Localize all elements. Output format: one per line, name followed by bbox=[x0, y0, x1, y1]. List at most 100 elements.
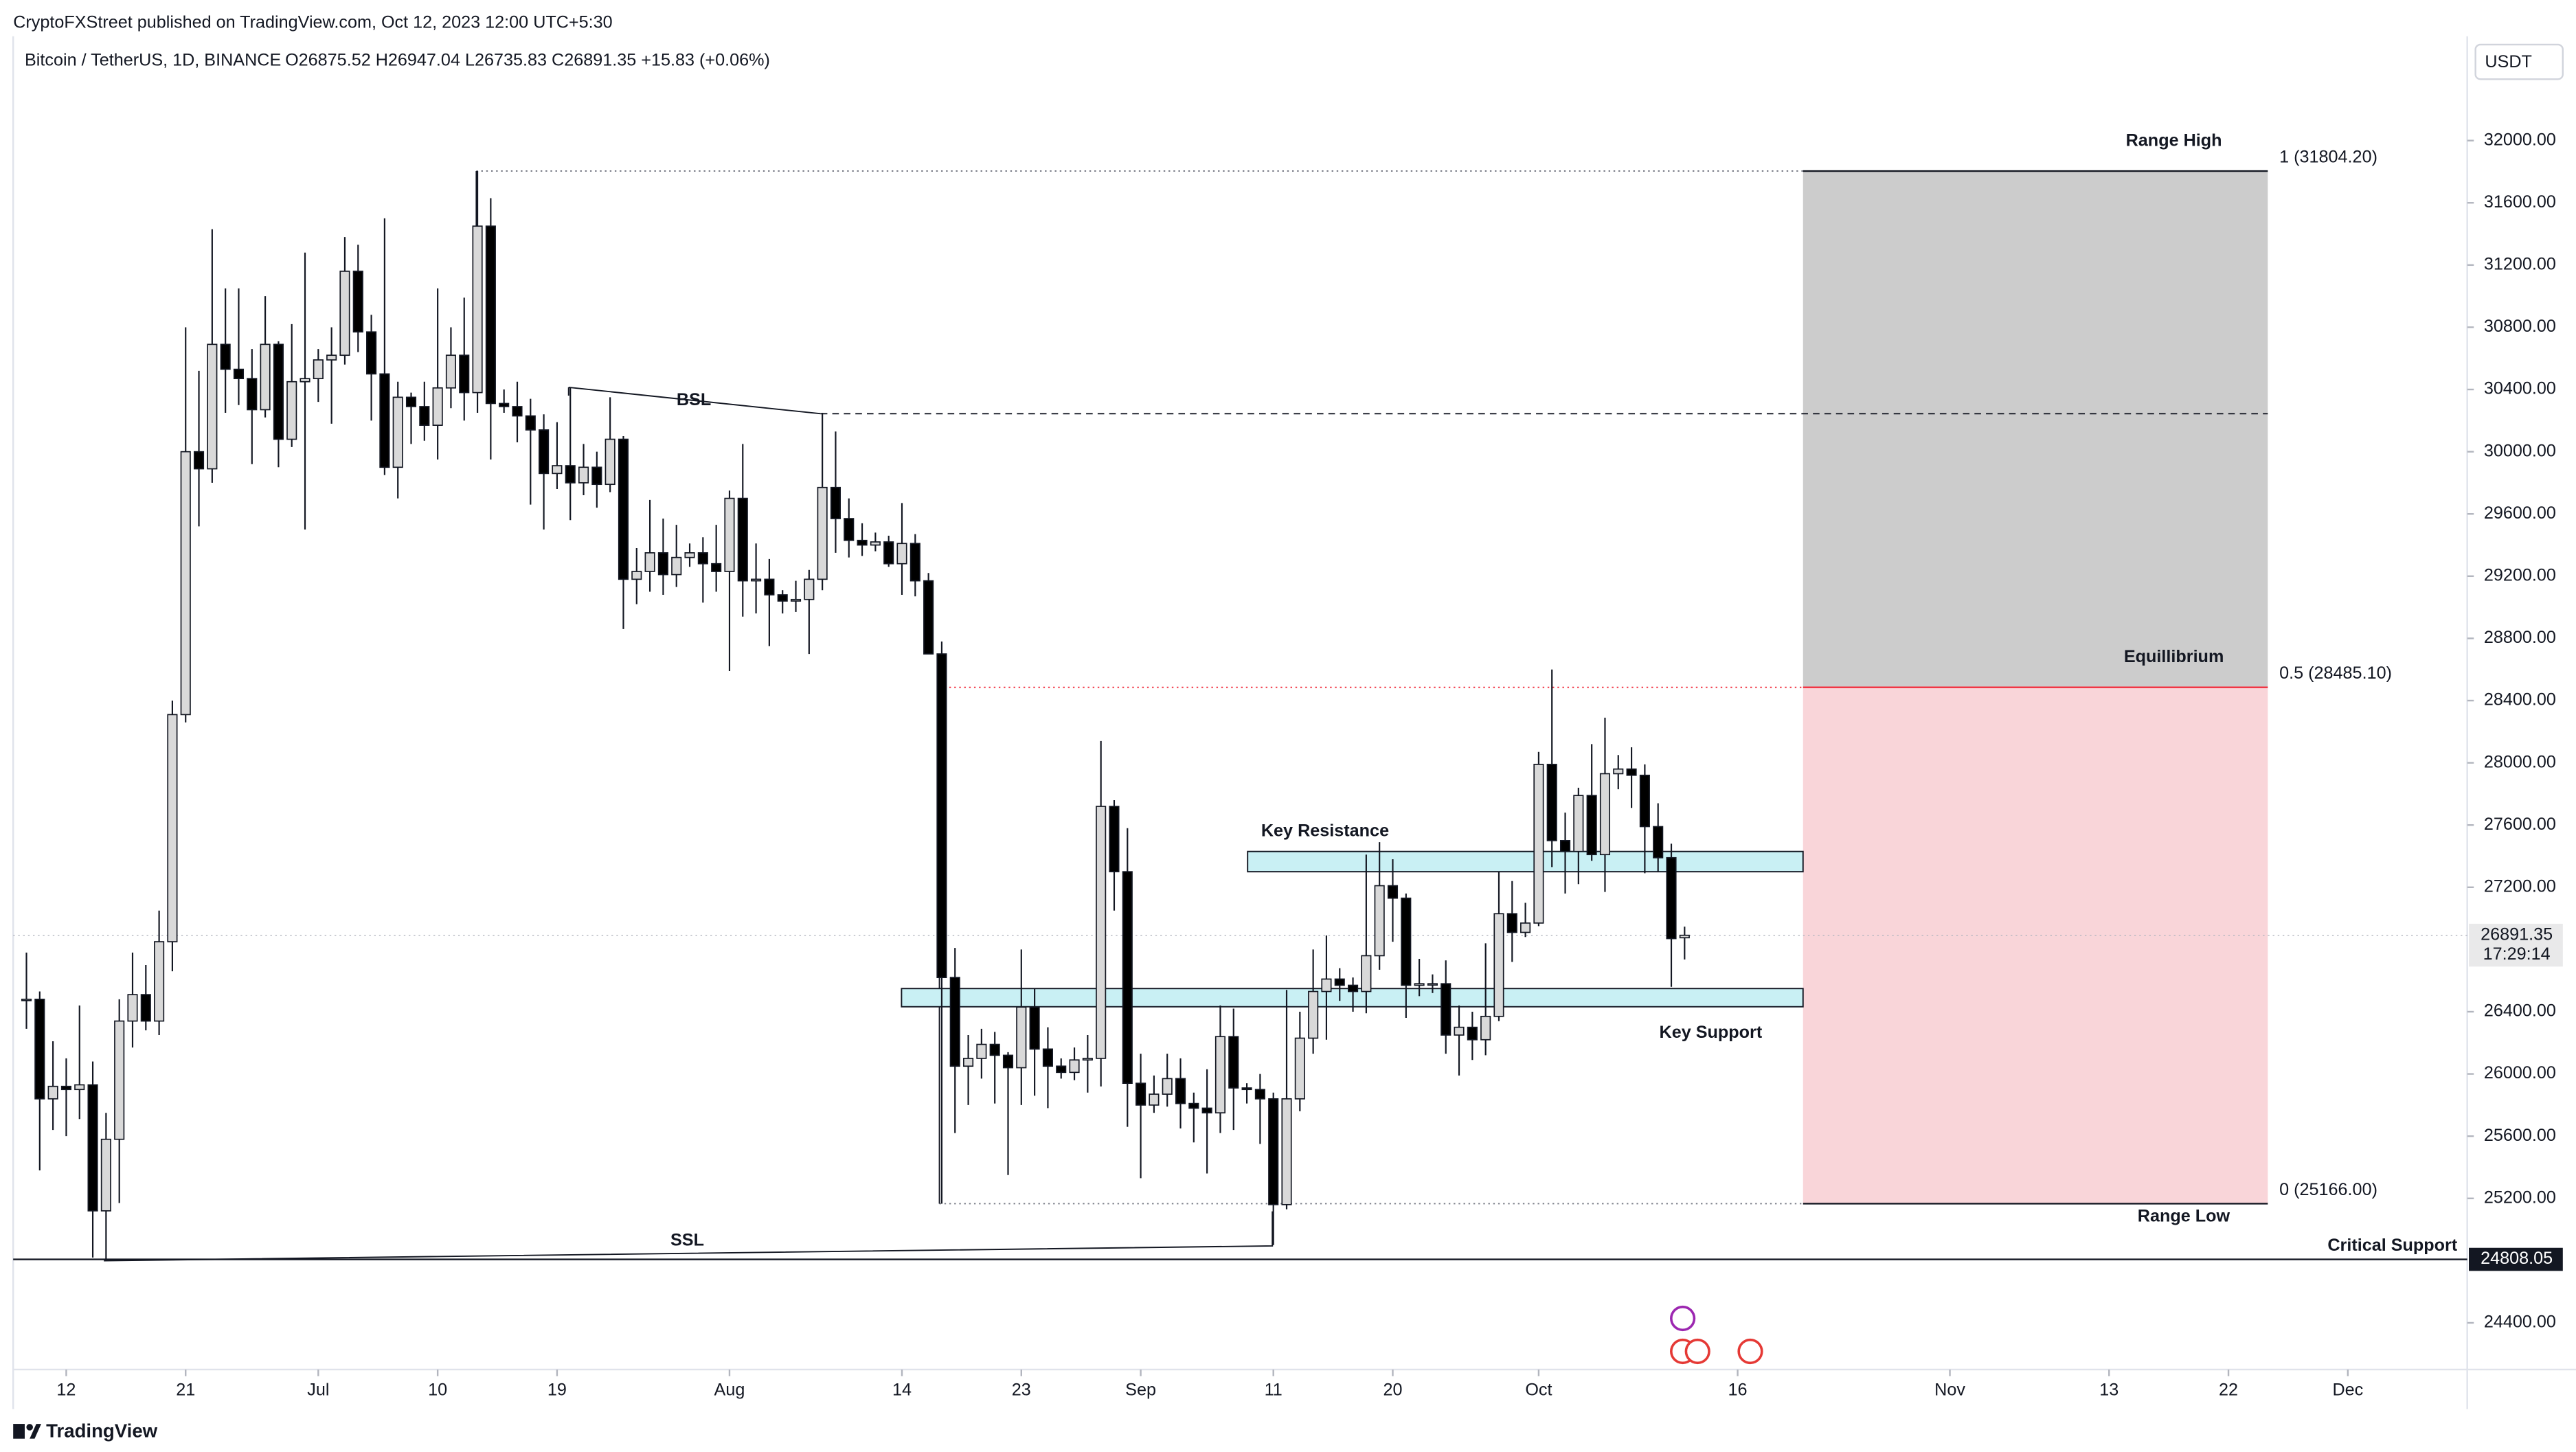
candle-body bbox=[1281, 1098, 1292, 1205]
x-tick-label: 11 bbox=[1265, 1381, 1283, 1400]
liquidity-label: SSL bbox=[670, 1230, 704, 1249]
candle-body bbox=[1268, 1098, 1279, 1205]
candle-body bbox=[764, 578, 775, 595]
logo-part bbox=[26, 1424, 33, 1431]
candle-body bbox=[1334, 978, 1345, 986]
candle-body bbox=[804, 578, 815, 600]
candle-body bbox=[445, 354, 457, 389]
candle-body bbox=[1361, 955, 1372, 992]
critical-support-name: Critical Support bbox=[2327, 1236, 2458, 1255]
fib-name: Equillibrium bbox=[2124, 647, 2224, 666]
candle-body bbox=[87, 1084, 98, 1212]
candle-body bbox=[1639, 774, 1650, 828]
candle-body bbox=[472, 225, 483, 394]
candle-body bbox=[525, 415, 536, 431]
candle-body bbox=[883, 541, 894, 565]
currency-button[interactable] bbox=[2474, 43, 2564, 80]
candle-body bbox=[976, 1043, 987, 1059]
x-tick-label: Nov bbox=[1934, 1381, 1965, 1400]
x-tick-label: 23 bbox=[1012, 1381, 1031, 1400]
candle-body bbox=[909, 543, 920, 582]
candle-body bbox=[300, 378, 310, 383]
candle-body bbox=[512, 406, 523, 417]
candle-body bbox=[751, 578, 762, 582]
candle-body bbox=[140, 994, 151, 1022]
x-tick-label: 16 bbox=[1728, 1381, 1748, 1400]
countdown: 17:29:14 bbox=[2483, 944, 2551, 964]
y-tick-label: 28000.00 bbox=[2484, 752, 2556, 771]
event-icon[interactable] bbox=[1684, 1338, 1710, 1365]
candle-body bbox=[1454, 1026, 1465, 1036]
x-tick-label: 13 bbox=[2099, 1381, 2119, 1400]
fib-label: 1 (31804.20) bbox=[2279, 147, 2377, 166]
candle-body bbox=[817, 486, 828, 580]
candle-body bbox=[936, 653, 947, 978]
candle-body bbox=[21, 999, 32, 1001]
candle-body bbox=[326, 354, 337, 361]
x-tick-label: Jul bbox=[307, 1381, 329, 1400]
candle-body bbox=[605, 438, 615, 486]
candle-body bbox=[1056, 1065, 1067, 1074]
y-tick-label: 25200.00 bbox=[2484, 1188, 2556, 1207]
candle-body bbox=[260, 343, 271, 411]
event-icon[interactable] bbox=[1737, 1338, 1763, 1365]
candle-body bbox=[1374, 885, 1385, 957]
y-tick-label: 27200.00 bbox=[2484, 876, 2556, 896]
y-tick-label: 29600.00 bbox=[2484, 503, 2556, 523]
candle-body bbox=[207, 343, 218, 470]
drawings: 1 (31804.20) Range High 0.5 (28485.10) Equi… bbox=[13, 131, 2467, 1262]
liquidity-label: BSL bbox=[677, 390, 711, 409]
discount-zone bbox=[1803, 687, 2268, 1204]
zone-label: Key Resistance bbox=[1261, 821, 1389, 841]
candle-body bbox=[379, 373, 390, 468]
y-tick-label: 24400.00 bbox=[2484, 1313, 2556, 1332]
candle-body bbox=[1228, 1036, 1239, 1089]
candle-body bbox=[578, 466, 589, 484]
candles bbox=[21, 171, 1690, 1261]
critical-support-label: 24808.05 bbox=[2481, 1249, 2553, 1268]
candle-body bbox=[1149, 1093, 1160, 1106]
candle-body bbox=[1599, 773, 1611, 856]
y-tick-label: 32000.00 bbox=[2484, 130, 2556, 149]
event-icons bbox=[1670, 1305, 1763, 1365]
logo-part bbox=[30, 1424, 41, 1439]
fib-label: 0 (25166.00) bbox=[2279, 1180, 2377, 1199]
candle-body bbox=[684, 552, 695, 558]
last-price-label: 26891.35 bbox=[2481, 924, 2553, 944]
candle-body bbox=[100, 1138, 111, 1212]
x-tick-label: Aug bbox=[714, 1381, 745, 1400]
candle-body bbox=[1427, 983, 1438, 986]
x-tick-label: 22 bbox=[2219, 1381, 2238, 1400]
candle-body bbox=[366, 331, 377, 375]
x-tick-label: Sep bbox=[1125, 1381, 1156, 1400]
fib-name: Range Low bbox=[2138, 1206, 2230, 1225]
y-tick-label: 27600.00 bbox=[2484, 815, 2556, 834]
candle-body bbox=[432, 387, 443, 426]
candle-body bbox=[233, 368, 245, 380]
event-icon[interactable] bbox=[1670, 1305, 1696, 1332]
y-tick-label: 29200.00 bbox=[2484, 565, 2556, 585]
x-tick-label: Oct bbox=[1525, 1381, 1552, 1400]
logo-part bbox=[13, 1424, 25, 1439]
candle-body bbox=[1348, 984, 1359, 992]
candle-body bbox=[870, 541, 881, 546]
candle-body bbox=[154, 941, 165, 1022]
candle-body bbox=[1520, 922, 1531, 933]
candle-body bbox=[1401, 897, 1412, 986]
candle-body bbox=[830, 486, 841, 519]
candle-body bbox=[1666, 857, 1677, 940]
currency[interactable]: USDT bbox=[2485, 52, 2532, 71]
candle-body bbox=[1042, 1048, 1053, 1067]
candle-body bbox=[313, 359, 324, 380]
candle-body bbox=[949, 977, 960, 1067]
candle-body bbox=[1241, 1087, 1252, 1091]
candle-body bbox=[352, 271, 363, 333]
candle-body bbox=[618, 438, 629, 580]
x-tick-label: 12 bbox=[56, 1381, 76, 1400]
candle-body bbox=[711, 563, 722, 572]
candle-body bbox=[1546, 764, 1557, 841]
y-tick-label: 28400.00 bbox=[2484, 690, 2556, 710]
fib-label: 0.5 (28485.10) bbox=[2279, 663, 2392, 683]
candle-body bbox=[405, 396, 417, 407]
candle-body bbox=[485, 225, 496, 405]
